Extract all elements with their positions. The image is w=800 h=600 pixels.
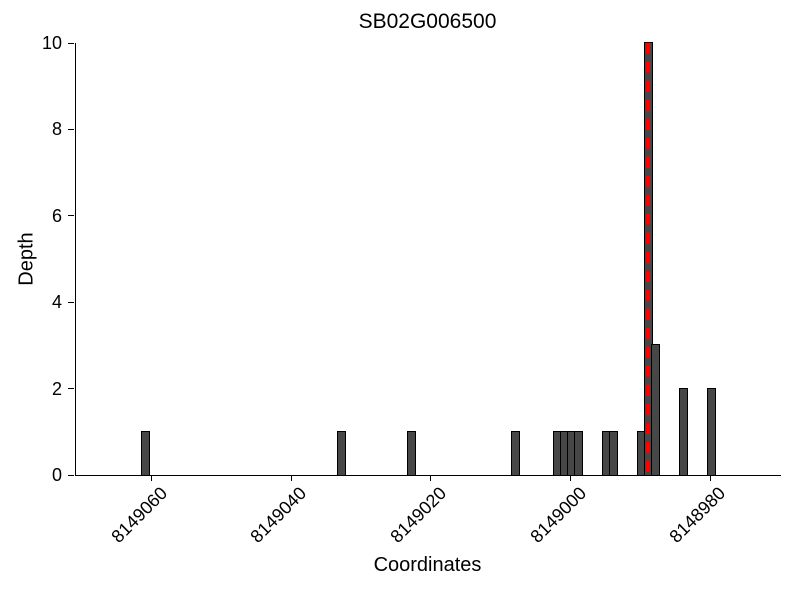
y-tick [68, 474, 74, 476]
bar [608, 430, 618, 475]
x-tick [290, 476, 292, 481]
y-tick-label: 0 [51, 465, 62, 485]
y-tick [68, 42, 74, 44]
y-tick-label: 10 [41, 33, 62, 53]
bar [574, 430, 584, 475]
x-tick [570, 476, 572, 481]
y-tick [68, 215, 74, 217]
x-tick [709, 476, 711, 481]
y-tick-label: 6 [51, 205, 62, 226]
x-tick [430, 476, 432, 481]
y-tick-label: 2 [51, 378, 62, 399]
x-axis-label: Coordinates [373, 554, 482, 576]
y-tick-label: 4 [51, 292, 62, 313]
bar [336, 430, 346, 475]
y-tick [68, 128, 74, 130]
plot-area [75, 42, 781, 476]
y-tick-label: 8 [51, 119, 62, 140]
x-tick [151, 476, 153, 481]
bar [650, 344, 660, 475]
y-tick [68, 301, 74, 303]
highlight-marker-line [646, 43, 651, 475]
bar [511, 430, 521, 475]
y-axis-label: Depth [15, 232, 38, 286]
chart-title: SB02G006500 [358, 10, 497, 33]
bar [678, 387, 688, 475]
y-tick [68, 388, 74, 390]
bar [406, 430, 416, 475]
bar [706, 387, 716, 475]
bar [141, 430, 151, 475]
